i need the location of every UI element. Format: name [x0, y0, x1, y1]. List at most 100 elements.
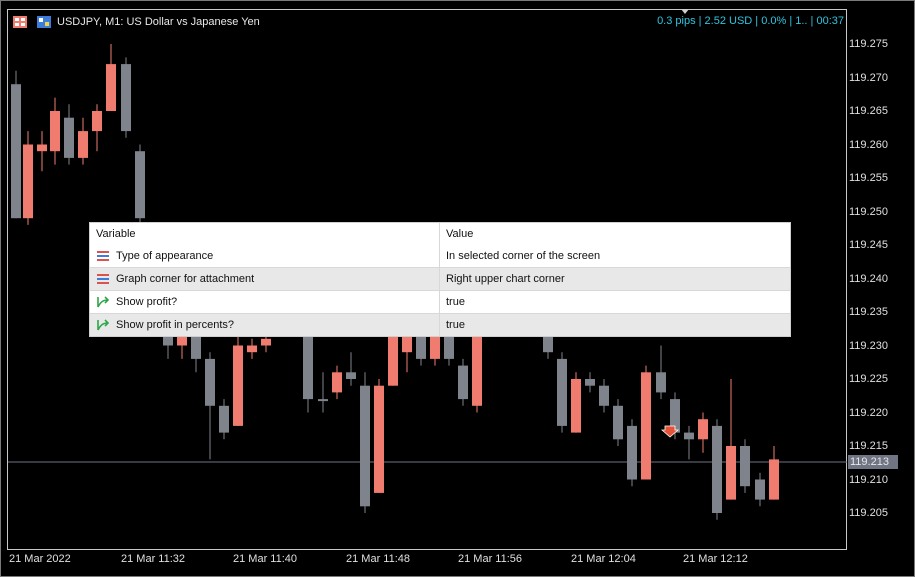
candle [599, 379, 609, 413]
candle [585, 372, 595, 393]
candle [121, 57, 131, 138]
bool-arrow-icon [97, 319, 110, 331]
candle [346, 352, 356, 386]
parameter-variable-label: Show profit? [116, 296, 178, 308]
candle-body [641, 372, 651, 480]
parameter-value[interactable]: true [446, 319, 465, 331]
candle [726, 379, 736, 500]
chart-title-bar: USDJPY, M1: US Dollar vs Japanese Yen [13, 13, 260, 31]
chart-grid-icon [13, 16, 27, 28]
parameter-variable: Graph corner for attachment [90, 268, 440, 290]
candle-body [247, 345, 257, 353]
parameter-variable-label: Type of appearance [116, 250, 214, 262]
candle-body [627, 425, 637, 480]
candle-body [755, 479, 765, 500]
parameter-value[interactable]: true [446, 296, 465, 308]
price-tick-label: 119.255 [849, 172, 888, 184]
price-tick-label: 119.210 [849, 473, 888, 486]
candle [740, 439, 750, 493]
candle-body [656, 372, 666, 393]
candle-body [346, 372, 356, 379]
parameter-row[interactable]: Show profit? true [90, 290, 790, 313]
candle-body [261, 338, 271, 346]
parameter-value[interactable]: Right upper chart corner [446, 273, 565, 285]
candle [755, 472, 765, 507]
candle-body [458, 365, 468, 400]
candle-body [78, 131, 88, 158]
price-tick-label: 119.225 [849, 373, 888, 385]
candle [641, 365, 651, 480]
candle-body [613, 405, 623, 440]
candle [769, 446, 779, 500]
info-dropdown-icon[interactable] [681, 9, 689, 14]
candle [627, 419, 637, 487]
price-tick-label: 119.250 [849, 205, 888, 218]
chart-title: USDJPY, M1: US Dollar vs Japanese Yen [57, 16, 260, 28]
price-tick-label: 119.270 [849, 71, 888, 84]
candle-body [430, 318, 440, 359]
candle [135, 144, 145, 225]
candle [458, 358, 468, 406]
candle [205, 352, 215, 460]
bool-arrow-icon [97, 296, 110, 308]
price-tick-label: 119.215 [849, 440, 888, 452]
candle-body [670, 399, 680, 433]
candle-body [472, 325, 482, 406]
candle-body [571, 379, 581, 433]
candle [684, 425, 694, 460]
time-tick-label: 21 Mar 11:48 [346, 553, 411, 565]
candle [712, 419, 722, 520]
candle [78, 117, 88, 165]
candle-body [698, 419, 708, 440]
candle [557, 352, 567, 433]
time-tick-label: 21 Mar 11:32 [121, 553, 186, 565]
parameter-value[interactable]: In selected corner of the screen [446, 250, 601, 262]
candle [106, 44, 116, 111]
parameters-table: Variable Value Type of appearance In sele… [89, 222, 791, 337]
time-tick-label: 21 Mar 2022 [9, 553, 71, 565]
parameter-variable-label: Graph corner for attachment [116, 273, 255, 285]
price-tick-label: 119.235 [849, 306, 888, 318]
candle [219, 399, 229, 440]
parameter-variable: Show profit in percents? [90, 314, 440, 336]
time-tick-label: 21 Mar 12:12 [683, 553, 748, 565]
candle-body [332, 372, 342, 393]
candle [571, 372, 581, 433]
candle [11, 70, 21, 219]
candle-body [599, 385, 609, 406]
trade-arrow-icon [660, 425, 680, 438]
candle [23, 131, 33, 225]
candle [92, 104, 102, 152]
candle-body [374, 385, 384, 493]
candle [50, 97, 60, 165]
parameter-row[interactable]: Graph corner for attachment Right upper c… [90, 267, 790, 290]
candle-body [11, 84, 21, 219]
candle-body [50, 111, 60, 152]
time-tick-label: 21 Mar 11:40 [233, 553, 298, 565]
time-tick-label: 21 Mar 12:04 [571, 553, 636, 565]
candle [698, 412, 708, 453]
candle [374, 379, 384, 493]
expert-advisor-icon[interactable] [37, 16, 51, 28]
candle-body [444, 325, 454, 359]
parameter-row[interactable]: Show profit in percents? true [90, 313, 790, 336]
candle-body [191, 318, 201, 359]
price-tick-label: 119.230 [849, 339, 888, 352]
parameter-variable: Show profit? [90, 291, 440, 313]
candle-body [360, 385, 370, 507]
candle [247, 338, 257, 359]
candle-body [233, 345, 243, 426]
chart-area[interactable] [7, 9, 847, 550]
price-tick-label: 119.240 [849, 272, 888, 285]
candle-body [416, 318, 426, 359]
price-tick-label: 119.260 [849, 138, 888, 151]
candle [613, 399, 623, 446]
enum-icon [97, 274, 109, 284]
candle-body [23, 144, 33, 219]
candle [656, 345, 666, 400]
candle-body [205, 358, 215, 406]
profit-info: 0.3 pips | 2.52 USD | 0.0% | 1.. | 00:37 [657, 15, 844, 27]
candle-body [769, 459, 779, 500]
parameter-row[interactable]: Type of appearance In selected corner of … [90, 245, 790, 267]
